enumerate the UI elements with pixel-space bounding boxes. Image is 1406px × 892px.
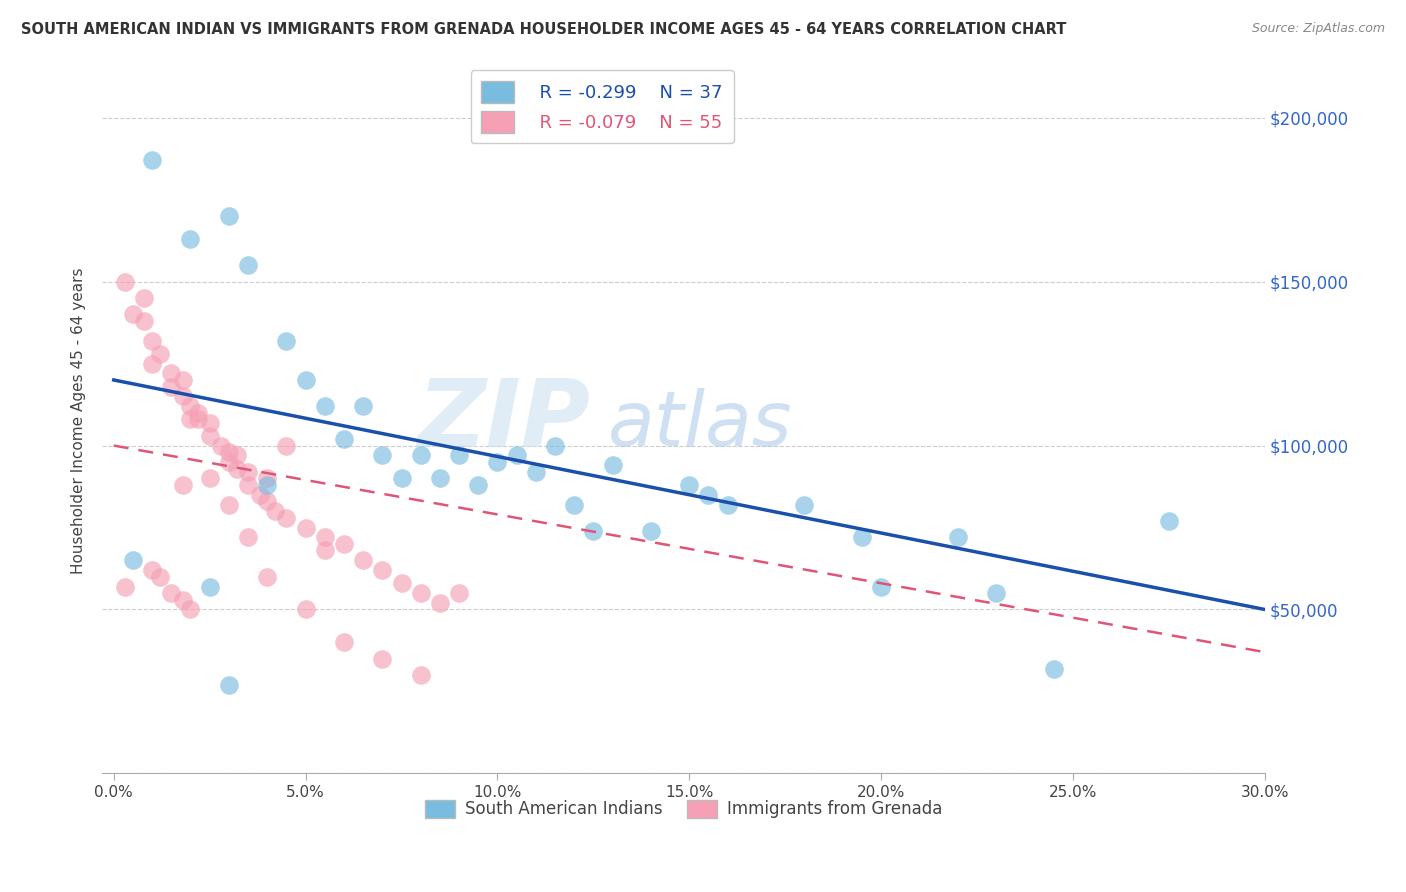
Point [333, 537, 356, 551]
Point [179, 602, 201, 616]
Text: atlas: atlas [607, 387, 793, 461]
Point [236, 465, 259, 479]
Point [256, 471, 278, 485]
Point [179, 412, 201, 426]
Point [198, 580, 221, 594]
Point [209, 439, 232, 453]
Point [697, 488, 720, 502]
Point [870, 580, 893, 594]
Point [793, 498, 815, 512]
Point [114, 580, 136, 594]
Point [256, 478, 278, 492]
Point [276, 439, 298, 453]
Point [264, 504, 287, 518]
Point [314, 530, 336, 544]
Point [352, 399, 374, 413]
Point [141, 563, 163, 577]
Point [249, 488, 271, 502]
Point [256, 494, 278, 508]
Point [198, 416, 221, 430]
Point [1042, 661, 1064, 675]
Point [294, 602, 316, 616]
Point [225, 449, 247, 463]
Point [602, 458, 624, 473]
Point [333, 635, 356, 649]
Text: ZIP: ZIP [418, 375, 591, 467]
Point [562, 498, 585, 512]
Point [717, 498, 740, 512]
Point [172, 478, 194, 492]
Point [122, 553, 145, 567]
Point [198, 428, 221, 442]
Point [467, 478, 489, 492]
Text: Source: ZipAtlas.com: Source: ZipAtlas.com [1251, 22, 1385, 36]
Point [276, 510, 298, 524]
Point [851, 530, 873, 544]
Point [141, 357, 163, 371]
Point [114, 275, 136, 289]
Point [314, 543, 336, 558]
Point [986, 586, 1008, 600]
Point [179, 232, 201, 246]
Point [187, 412, 209, 426]
Point [276, 334, 298, 348]
Point [218, 455, 240, 469]
Y-axis label: Householder Income Ages 45 - 64 years: Householder Income Ages 45 - 64 years [72, 268, 86, 574]
Point [391, 576, 413, 591]
Point [486, 455, 509, 469]
Point [1157, 514, 1180, 528]
Point [236, 530, 259, 544]
Point [141, 153, 163, 168]
Point [149, 570, 172, 584]
Text: SOUTH AMERICAN INDIAN VS IMMIGRANTS FROM GRENADA HOUSEHOLDER INCOME AGES 45 - 64: SOUTH AMERICAN INDIAN VS IMMIGRANTS FROM… [21, 22, 1067, 37]
Point [678, 478, 700, 492]
Point [371, 563, 394, 577]
Point [447, 449, 470, 463]
Point [218, 209, 240, 223]
Point [160, 367, 183, 381]
Point [149, 347, 172, 361]
Point [640, 524, 662, 538]
Point [391, 471, 413, 485]
Point [179, 399, 201, 413]
Point [409, 668, 432, 682]
Point [409, 449, 432, 463]
Point [172, 373, 194, 387]
Point [160, 379, 183, 393]
Point [447, 586, 470, 600]
Point [236, 258, 259, 272]
Point [524, 465, 547, 479]
Point [122, 307, 145, 321]
Point [225, 461, 247, 475]
Point [198, 471, 221, 485]
Point [333, 432, 356, 446]
Point [582, 524, 605, 538]
Point [218, 445, 240, 459]
Point [371, 651, 394, 665]
Point [544, 439, 567, 453]
Point [256, 570, 278, 584]
Point [352, 553, 374, 567]
Point [294, 373, 316, 387]
Point [294, 520, 316, 534]
Point [236, 478, 259, 492]
Point [187, 406, 209, 420]
Point [134, 314, 156, 328]
Point [134, 291, 156, 305]
Legend: South American Indians, Immigrants from Grenada: South American Indians, Immigrants from … [418, 793, 949, 825]
Point [172, 592, 194, 607]
Point [172, 389, 194, 403]
Point [218, 678, 240, 692]
Point [409, 586, 432, 600]
Point [141, 334, 163, 348]
Point [314, 399, 336, 413]
Point [946, 530, 969, 544]
Point [218, 498, 240, 512]
Point [429, 596, 451, 610]
Point [429, 471, 451, 485]
Point [505, 449, 527, 463]
Point [371, 449, 394, 463]
Point [160, 586, 183, 600]
